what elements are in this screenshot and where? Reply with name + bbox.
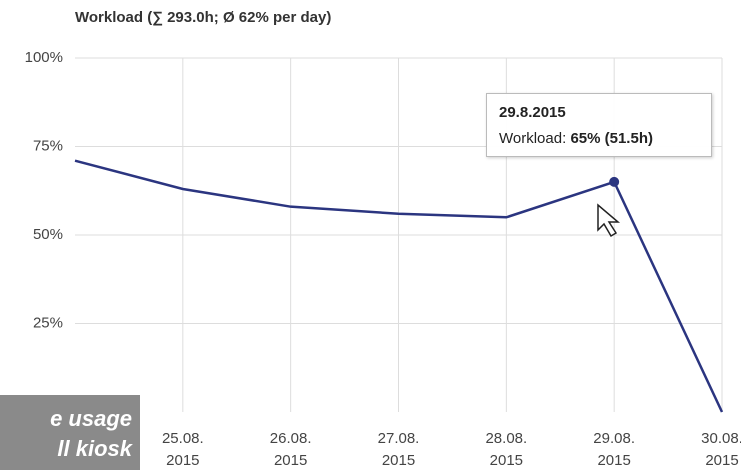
x-tick-label: 26.08. 2015 xyxy=(269,430,312,469)
cursor xyxy=(597,203,621,238)
x-tick-label: 29.08. 2015 xyxy=(593,430,636,469)
chart-title: Workload (∑ 293.0h; Ø 62% per day) xyxy=(75,9,331,26)
y-tick-label: 25% xyxy=(33,314,63,331)
tooltip-title: 29.8.2015 xyxy=(499,104,566,121)
tooltip: 29.8.2015 Workload: 65% (51.5h) xyxy=(486,93,712,157)
caption-overlay: e usage ll kiosk xyxy=(0,395,140,470)
highlight-point xyxy=(609,176,620,187)
x-tick-label: 30.08. 2015 xyxy=(701,430,741,469)
y-tick-label: 100% xyxy=(25,49,63,66)
x-tick-label: 28.08. 2015 xyxy=(485,430,528,469)
caption-line: ll kiosk xyxy=(57,436,132,461)
x-tick-label: 25.08. 2015 xyxy=(161,430,204,469)
y-tick-label: 50% xyxy=(33,226,63,243)
x-tick-label: 27.08. 2015 xyxy=(377,430,420,469)
tooltip-value: 65% (51.5h) xyxy=(570,130,653,147)
tooltip-label: Workload: xyxy=(499,130,567,147)
caption-line: e usage xyxy=(50,406,132,431)
y-tick-label: 75% xyxy=(33,137,63,154)
tooltip-body: Workload: 65% (51.5h) xyxy=(499,130,653,147)
